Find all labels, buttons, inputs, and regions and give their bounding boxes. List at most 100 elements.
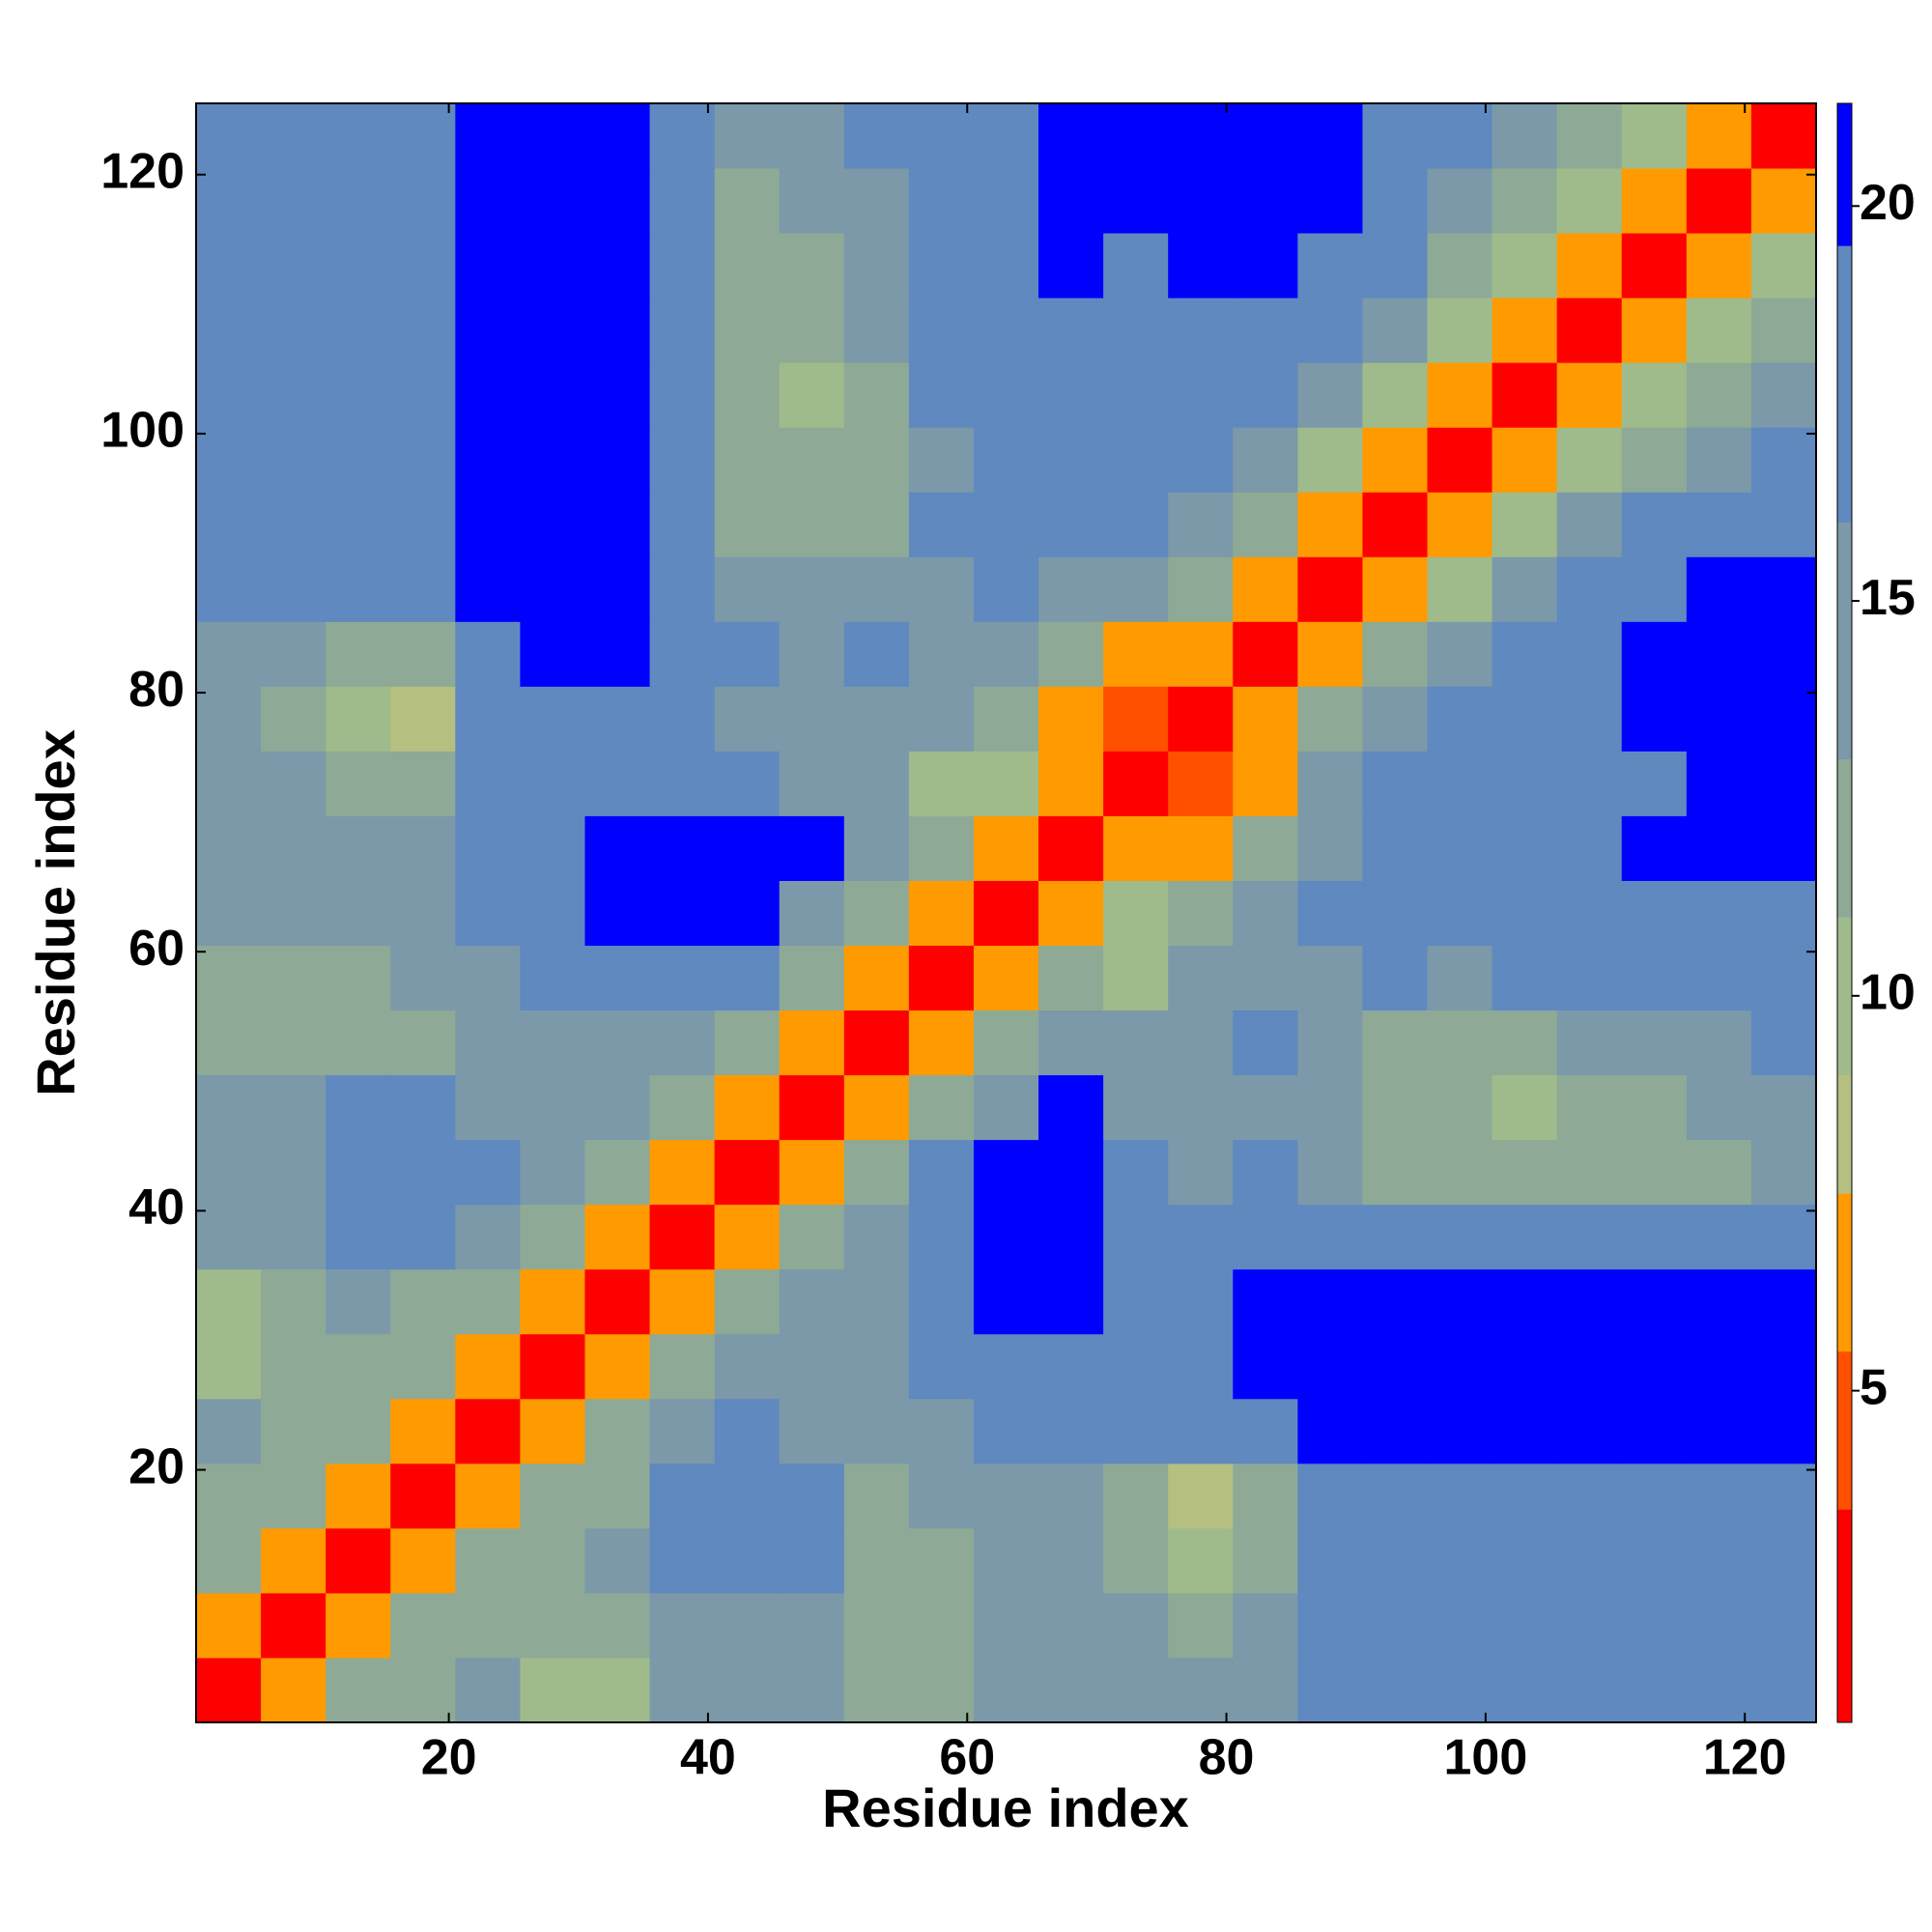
heatmap-cell: [1621, 298, 1688, 363]
heatmap-cell: [1427, 1268, 1493, 1335]
heatmap-cell: [714, 1333, 781, 1400]
heatmap-cell: [1427, 362, 1493, 428]
heatmap-cell: [261, 1074, 327, 1141]
heatmap-cell: [843, 1139, 910, 1206]
heatmap-cell: [261, 233, 327, 298]
heatmap-cell: [843, 1009, 910, 1076]
heatmap-cell: [1556, 1463, 1623, 1529]
heatmap-cell: [1686, 1333, 1752, 1400]
heatmap-cell: [584, 1463, 651, 1529]
heatmap-cell: [196, 751, 262, 816]
y-tick-label: 120: [100, 143, 185, 199]
heatmap-cell: [455, 686, 521, 752]
heatmap-cell: [1168, 815, 1234, 881]
heatmap-cell: [779, 492, 845, 557]
heatmap-cell: [1233, 298, 1298, 363]
heatmap-cell: [1556, 1009, 1623, 1076]
heatmap-cell: [520, 945, 585, 1011]
x-tick-label: 60: [939, 1730, 995, 1786]
heatmap-cell: [1103, 1009, 1169, 1076]
heatmap-cell: [584, 556, 651, 622]
plot-frame: [195, 102, 1817, 1723]
heatmap-cell: [908, 880, 975, 947]
heatmap-cell: [390, 1074, 456, 1141]
heatmap-cell: [455, 880, 521, 947]
heatmap-cell: [196, 103, 262, 169]
heatmap-cell: [779, 1204, 845, 1270]
heatmap-cell: [1750, 103, 1817, 169]
heatmap-cell: [1492, 751, 1558, 816]
heatmap-cell: [1686, 103, 1752, 169]
heatmap-cell: [1621, 1592, 1688, 1659]
heatmap-cell: [973, 880, 1039, 947]
heatmap-cell: [714, 686, 781, 752]
heatmap-cell: [1492, 1463, 1558, 1529]
heatmap-cell: [1556, 1139, 1623, 1206]
heatmap-cell: [520, 1139, 585, 1206]
heatmap-cell: [649, 1527, 716, 1594]
heatmap-cell: [714, 815, 781, 881]
heatmap-cell: [261, 945, 327, 1011]
heatmap-cell: [520, 103, 585, 169]
heatmap-cell: [1427, 945, 1493, 1011]
heatmap-cell: [326, 1463, 391, 1529]
heatmap-cell: [326, 1009, 391, 1076]
heatmap-cell: [261, 1009, 327, 1076]
heatmap-cell: [1750, 686, 1817, 752]
heatmap-cell: [1297, 233, 1363, 298]
heatmap-cell: [1297, 1527, 1363, 1594]
heatmap-cell: [390, 1463, 456, 1529]
heatmap-cell: [1427, 556, 1493, 622]
heatmap-cell: [1038, 1139, 1104, 1206]
heatmap-cell: [1556, 1527, 1623, 1594]
heatmap-cell: [1750, 168, 1817, 234]
heatmap-cell: [196, 1204, 262, 1270]
heatmap-cell: [779, 103, 845, 169]
heatmap-cell: [1038, 945, 1104, 1011]
heatmap-cell: [1362, 1398, 1429, 1464]
heatmap-cell: [196, 168, 262, 234]
heatmap-cell: [520, 751, 585, 816]
heatmap-cell: [1492, 1657, 1558, 1723]
heatmap-cell: [1297, 1657, 1363, 1723]
heatmap-cell: [908, 492, 975, 557]
heatmap-cell: [1427, 1398, 1493, 1464]
heatmap-cell: [1750, 1009, 1817, 1076]
heatmap-cell: [1492, 945, 1558, 1011]
heatmap-cell: [1427, 1074, 1493, 1141]
heatmap-cell: [326, 880, 391, 947]
heatmap-cell: [973, 1592, 1039, 1659]
heatmap-cell: [843, 880, 910, 947]
heatmap-cell: [390, 298, 456, 363]
heatmap-cell: [1556, 1398, 1623, 1464]
heatmap-cell: [584, 298, 651, 363]
heatmap-cell: [390, 556, 456, 622]
heatmap-cell: [1168, 880, 1234, 947]
heatmap-cell: [908, 1268, 975, 1335]
heatmap-cell: [1233, 1398, 1298, 1464]
heatmap-cell: [1297, 1074, 1363, 1141]
heatmap-cell: [1621, 1139, 1688, 1206]
heatmap-cell: [843, 1592, 910, 1659]
heatmap-cell: [1492, 427, 1558, 493]
heatmap-cell: [1362, 1074, 1429, 1141]
colorbar-segment: [1837, 1193, 1852, 1352]
heatmap-cell: [1038, 233, 1104, 298]
heatmap-cell: [714, 233, 781, 298]
heatmap-cell: [908, 1527, 975, 1594]
heatmap-cell: [1233, 168, 1298, 234]
heatmap-cell: [1556, 168, 1623, 234]
heatmap-cell: [261, 1527, 327, 1594]
heatmap-cell: [261, 1592, 327, 1659]
heatmap-cell: [326, 1268, 391, 1335]
heatmap-cell: [455, 1657, 521, 1723]
heatmap-cell: [1103, 362, 1169, 428]
heatmap-cell: [390, 1139, 456, 1206]
heatmap-cell: [714, 1204, 781, 1270]
heatmap-cell: [1038, 1333, 1104, 1400]
heatmap-cell: [649, 362, 716, 428]
heatmap-cell: [649, 1333, 716, 1400]
heatmap-cell: [649, 492, 716, 557]
heatmap-cell: [520, 1592, 585, 1659]
heatmap-cell: [520, 1657, 585, 1723]
